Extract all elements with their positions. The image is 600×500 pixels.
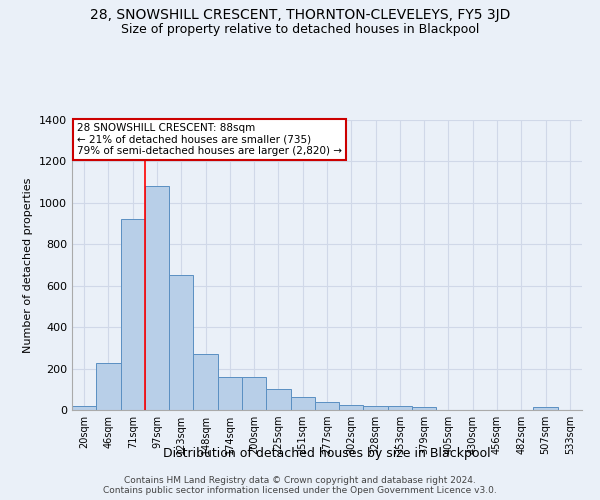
Text: Distribution of detached houses by size in Blackpool: Distribution of detached houses by size …: [163, 448, 491, 460]
Text: 28, SNOWSHILL CRESCENT, THORNTON-CLEVELEYS, FY5 3JD: 28, SNOWSHILL CRESCENT, THORNTON-CLEVELE…: [90, 8, 510, 22]
Text: Contains HM Land Registry data © Crown copyright and database right 2024.
Contai: Contains HM Land Registry data © Crown c…: [103, 476, 497, 495]
Bar: [121, 220, 145, 410]
Bar: [218, 377, 242, 410]
Y-axis label: Number of detached properties: Number of detached properties: [23, 178, 34, 352]
Bar: [364, 406, 388, 410]
Bar: [242, 377, 266, 410]
Text: Size of property relative to detached houses in Blackpool: Size of property relative to detached ho…: [121, 22, 479, 36]
Bar: [388, 406, 412, 410]
Bar: [145, 186, 169, 410]
Bar: [290, 396, 315, 410]
Bar: [315, 402, 339, 410]
Text: 28 SNOWSHILL CRESCENT: 88sqm
← 21% of detached houses are smaller (735)
79% of s: 28 SNOWSHILL CRESCENT: 88sqm ← 21% of de…: [77, 123, 342, 156]
Bar: [169, 276, 193, 410]
Bar: [412, 407, 436, 410]
Bar: [193, 354, 218, 410]
Bar: [533, 407, 558, 410]
Bar: [266, 390, 290, 410]
Bar: [339, 405, 364, 410]
Bar: [96, 364, 121, 410]
Bar: [72, 406, 96, 410]
